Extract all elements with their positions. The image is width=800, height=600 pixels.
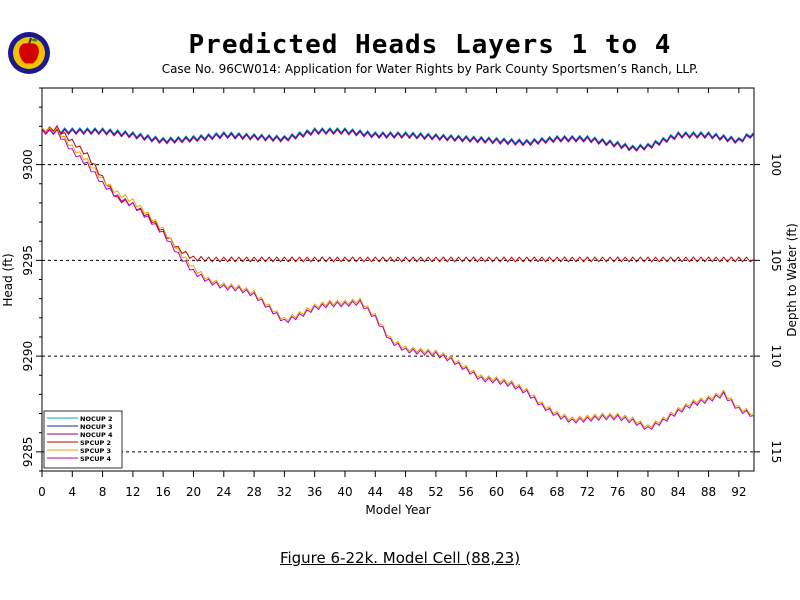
y2-tick-label: 110 [769, 345, 783, 368]
series-line [41, 126, 755, 150]
x-tick-label: 84 [671, 485, 686, 499]
x-tick-label: 44 [368, 485, 383, 499]
x-tick-label: 48 [398, 485, 413, 499]
x-tick-label: 28 [246, 485, 261, 499]
x-tick-label: 0 [38, 485, 46, 499]
legend-label: SPCUP 2 [80, 439, 111, 447]
x-tick-label: 24 [216, 485, 231, 499]
x-tick-label: 68 [549, 485, 564, 499]
y2-tick-label: 115 [769, 440, 783, 463]
series-line [41, 128, 755, 152]
x-axis-label: Model Year [365, 503, 430, 517]
x-tick-label: 72 [580, 485, 595, 499]
x-tick-label: 52 [428, 485, 443, 499]
y2-tick-label: 105 [769, 249, 783, 272]
series-lines [41, 124, 755, 431]
x-tick-label: 4 [68, 485, 76, 499]
reference-lines [42, 164, 754, 453]
legend-label: NOCUP 3 [80, 423, 113, 431]
apple-logo-icon [8, 32, 50, 74]
figure-caption: Figure 6-22k. Model Cell (88,23) [279, 549, 521, 567]
legend-label: NOCUP 2 [80, 415, 113, 423]
y2-axis-label: Depth to Water (ft) [785, 223, 799, 337]
x-tick-label: 20 [186, 485, 201, 499]
y-tick-label: 9295 [21, 245, 35, 276]
x-tick-label: 56 [459, 485, 474, 499]
x-axis: 0 4 8 12 16 20 24 28 32 36 40 44 48 52 56 60 64 68 72 76 80 8… [38, 88, 746, 499]
chart-subtitle: Case No. 96CW014: Application for Water … [161, 62, 699, 76]
y-axis: 9285 9290 9295 9300 [21, 87, 42, 472]
x-tick-label: 64 [519, 485, 534, 499]
x-tick-label: 80 [640, 485, 655, 499]
legend-label: SPCUP 4 [80, 455, 112, 463]
series-line [41, 126, 755, 429]
x-tick-label: 36 [307, 485, 322, 499]
y-axis-label: Head (ft) [1, 253, 15, 306]
x-tick-label: 92 [731, 485, 746, 499]
y-tick-label: 9300 [21, 149, 35, 180]
legend-label: SPCUP 3 [80, 447, 111, 455]
x-tick-label: 60 [489, 485, 504, 499]
series-line [41, 128, 755, 431]
y2-axis: 100 105 110 115 [754, 153, 783, 463]
y-tick-label: 9285 [21, 437, 35, 468]
y2-tick-label: 100 [769, 153, 783, 176]
legend-label: NOCUP 4 [80, 431, 113, 439]
x-tick-label: 40 [337, 485, 352, 499]
chart-title: Predicted Heads Layers 1 to 4 [188, 30, 672, 60]
series-line [41, 127, 755, 151]
x-tick-label: 76 [610, 485, 625, 499]
x-tick-label: 32 [277, 485, 292, 499]
y-tick-label: 9290 [21, 341, 35, 372]
x-tick-label: 8 [99, 485, 107, 499]
x-tick-label: 16 [156, 485, 171, 499]
x-tick-label: 88 [701, 485, 716, 499]
x-tick-label: 12 [125, 485, 140, 499]
series-line [41, 124, 755, 263]
